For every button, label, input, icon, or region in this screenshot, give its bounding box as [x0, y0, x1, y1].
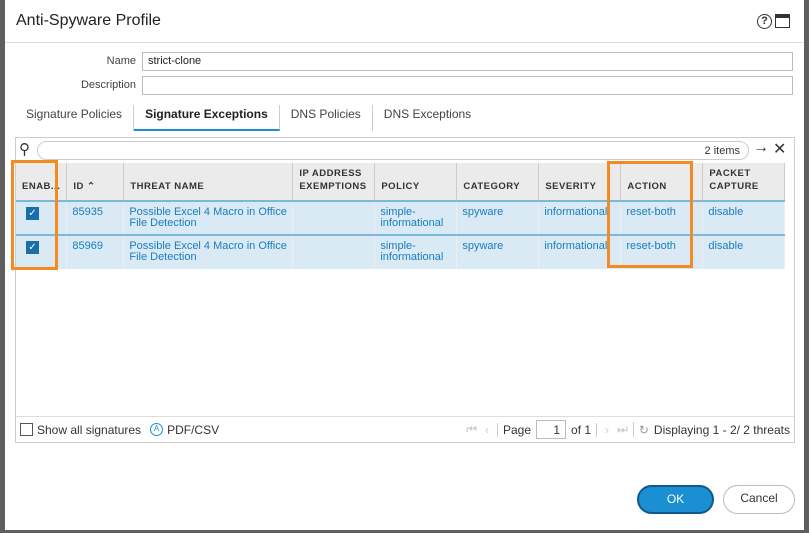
policy-cell[interactable]: simple-informational — [374, 234, 458, 269]
tab-signature-policies[interactable]: Signature Policies — [15, 105, 135, 131]
table-footer: Show all signatures A PDF/CSV ⏮ ‹ Page 1… — [16, 416, 794, 442]
col-ip-exemptions[interactable]: IP ADDRESS EXEMPTIONS — [292, 163, 376, 201]
search-icon: ⚲ — [19, 141, 30, 158]
refresh-icon[interactable]: ↻ — [638, 422, 649, 437]
clear-filter-icon[interactable]: ✕ — [773, 141, 787, 158]
name-input[interactable]: strict-clone — [142, 52, 793, 71]
action-cell[interactable]: reset-both — [620, 200, 704, 235]
enabled-checkbox[interactable]: ✓ — [26, 241, 39, 254]
cancel-button[interactable]: Cancel — [723, 485, 795, 514]
action-cell[interactable]: reset-both — [620, 234, 704, 269]
apply-filter-icon[interactable]: → — [753, 139, 769, 156]
table-row[interactable]: ✓ 85935 Possible Excel 4 Macro in Office… — [16, 200, 786, 235]
threat-cell[interactable]: Possible Excel 4 Macro in Office File De… — [123, 200, 294, 235]
description-label: Description — [80, 79, 136, 91]
last-page-icon[interactable]: ⏭ — [617, 422, 634, 437]
enabled-checkbox[interactable]: ✓ — [26, 207, 39, 220]
displaying-text: Displaying 1 - 2/ 2 threats — [653, 422, 790, 437]
enabled-column-highlight — [11, 160, 58, 270]
id-cell[interactable]: 85969 — [66, 234, 125, 269]
col-packet-capture[interactable]: PACKET CAPTURE — [702, 163, 786, 201]
show-all-checkbox[interactable] — [20, 423, 33, 436]
col-id[interactable]: ID ⌃ — [66, 163, 125, 201]
capture-cell[interactable]: disable — [702, 200, 786, 235]
tab-dns-policies[interactable]: DNS Policies — [280, 105, 373, 131]
sort-asc-icon: ⌃ — [86, 181, 96, 192]
threat-cell[interactable]: Possible Excel 4 Macro in Office File De… — [123, 234, 294, 269]
pdf-csv-icon[interactable]: A — [150, 423, 164, 436]
show-all-label: Show all signatures — [37, 422, 142, 437]
ok-button[interactable]: OK — [637, 485, 714, 514]
first-page-icon[interactable]: ⏮ — [466, 422, 477, 436]
page-input[interactable]: 1 — [536, 420, 567, 439]
help-icon[interactable]: ? — [757, 14, 772, 29]
tab-dns-exceptions[interactable]: DNS Exceptions — [383, 107, 472, 121]
id-cell[interactable]: 85935 — [66, 200, 125, 235]
col-policy[interactable]: POLICY — [374, 163, 458, 201]
ip-cell — [292, 234, 376, 269]
next-page-icon[interactable]: › — [605, 422, 610, 437]
policy-cell[interactable]: simple-informational — [374, 200, 458, 235]
name-label: Name — [106, 55, 136, 67]
table-row[interactable]: ✓ 85969 Possible Excel 4 Macro in Office… — [16, 234, 786, 269]
col-action[interactable]: ACTION — [620, 163, 704, 201]
col-enabled[interactable]: ENAB... — [16, 163, 68, 201]
dialog-title: Anti-Spyware Profile — [16, 12, 161, 29]
pdf-csv-button[interactable]: PDF/CSV — [167, 422, 220, 437]
window-icon[interactable] — [775, 14, 790, 28]
page-of: of 1 — [571, 422, 598, 437]
exceptions-table-panel: ⚲ 2 items → ✕ ENAB... ID ⌃ THREAT NAME I… — [15, 137, 795, 443]
col-threat-name[interactable]: THREAT NAME — [123, 163, 294, 201]
search-input[interactable]: 2 items — [37, 141, 749, 160]
action-column-highlight — [607, 161, 693, 268]
ip-cell — [292, 200, 376, 235]
description-input[interactable] — [142, 76, 793, 95]
prev-page-icon[interactable]: ‹ — [485, 422, 489, 437]
category-cell: spyware — [456, 234, 540, 269]
page-label: Page — [497, 422, 531, 437]
tab-signature-exceptions[interactable]: Signature Exceptions — [134, 105, 280, 131]
col-category[interactable]: CATEGORY — [456, 163, 540, 201]
exceptions-table: ENAB... ID ⌃ THREAT NAME IP ADDRESS EXEM… — [16, 163, 786, 269]
category-cell: spyware — [456, 200, 540, 235]
capture-cell[interactable]: disable — [702, 234, 786, 269]
item-count: 2 items — [704, 145, 740, 157]
